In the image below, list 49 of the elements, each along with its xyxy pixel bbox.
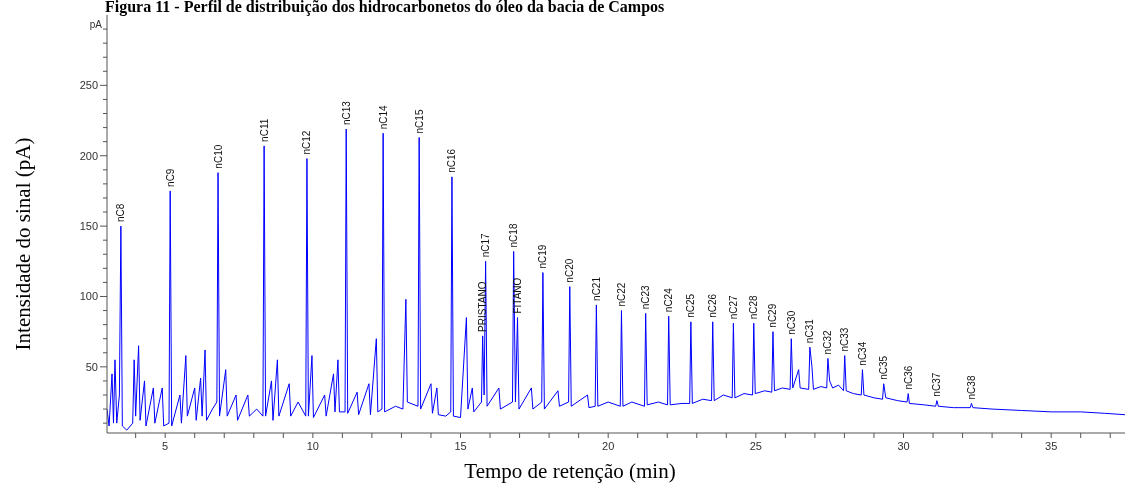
x-tick-label: 15 [454, 440, 467, 452]
annotation: nC25 [685, 293, 697, 318]
annotation: nC36 [902, 365, 914, 390]
annotation: nC35 [878, 355, 890, 380]
chart-title: Figura 11 - Perfil de distribuição dos hidrocarbonetos do óleo da bacia de Campos [105, 0, 665, 16]
annotation: nC23 [640, 285, 652, 310]
annotation: nC8 [115, 203, 127, 223]
annotation: nC32 [822, 330, 834, 355]
y-tick-label: 50 [85, 360, 98, 373]
x-tick-label: 5 [162, 440, 169, 452]
annotation: nC33 [839, 327, 851, 352]
annotation: nC18 [508, 223, 520, 248]
x-tick-label: 30 [897, 440, 910, 452]
x-axis-title: Tempo de retenção (min) [464, 459, 676, 483]
annotation: nC34 [856, 341, 868, 366]
annotation: nC9 [164, 168, 176, 187]
annotation: nC13 [340, 100, 352, 125]
annotation: nC14 [377, 104, 389, 130]
x-tick-label: 20 [602, 440, 615, 452]
y-tick-label: 200 [79, 149, 98, 162]
annotation: nC15 [413, 109, 425, 134]
annotation: nC26 [707, 293, 719, 318]
x-tick-label: 10 [306, 440, 319, 452]
annotation: PRISTANO [477, 281, 489, 332]
annotation: nC16 [446, 148, 458, 173]
annotation: nC19 [537, 244, 549, 269]
annotation: nC17 [480, 232, 492, 258]
annotation: nC29 [767, 303, 779, 328]
annotation: nC38 [965, 375, 977, 400]
annotation: nC37 [931, 372, 943, 397]
y-tick-label: 100 [79, 290, 98, 303]
annotation: nC12 [301, 130, 313, 155]
annotation: nC30 [785, 310, 797, 335]
text: pA [89, 19, 103, 30]
annotation: nC31 [804, 318, 816, 344]
annotation: FITANO [512, 277, 524, 314]
annotation: nC28 [748, 294, 760, 320]
annotation: nC22 [615, 282, 627, 307]
x-tick-label: 25 [749, 440, 762, 452]
annotation: nC24 [663, 287, 675, 313]
y-tick-label: 150 [79, 220, 98, 233]
x-tick-label: 35 [1045, 440, 1058, 452]
y-axis-title: Intensidade do sinal (pA) [11, 137, 35, 351]
annotation: nC27 [727, 294, 739, 320]
annotation: nC20 [564, 258, 576, 283]
annotation: nC11 [258, 118, 270, 142]
annotation: nC21 [590, 276, 602, 301]
annotation: nC10 [212, 144, 224, 169]
y-tick-label: 250 [79, 79, 98, 92]
